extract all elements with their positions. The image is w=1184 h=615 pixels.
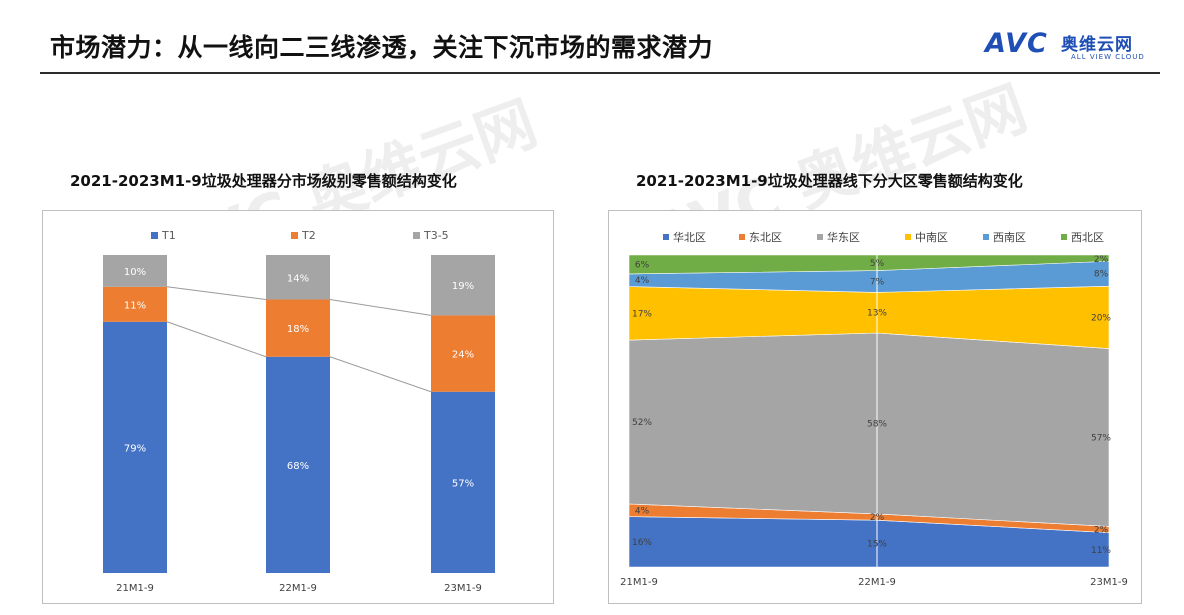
bar-segment-T3-5: [103, 255, 167, 287]
data-label: 20%: [1091, 313, 1111, 323]
legend-label-T3-5: T3-5: [423, 229, 449, 242]
x-tick-label: 23M1-9: [444, 583, 482, 594]
avc-logo: AVC 奥维云网 ALL VIEW CLOUD: [985, 26, 1160, 70]
x-tick-label: 23M1-9: [1090, 577, 1128, 588]
legend-label-西南区: 西南区: [993, 231, 1026, 244]
data-label: 57%: [1091, 434, 1111, 444]
legend-label-T1: T1: [161, 229, 176, 242]
series-connector-line: [329, 356, 432, 393]
legend-swatch-东北区: [739, 234, 745, 240]
legend-swatch-西南区: [983, 234, 989, 240]
left-chart-title: 2021-2023M1-9垃圾处理器分市场级别零售额结构变化: [70, 172, 457, 190]
data-label: 7%: [870, 278, 885, 288]
legend-swatch-西北区: [1061, 234, 1067, 240]
bar-segment-T2: [103, 286, 167, 322]
logo-en-text: ALL VIEW CLOUD: [1071, 53, 1145, 61]
data-label: 2%: [1094, 526, 1109, 536]
data-label: 16%: [632, 538, 652, 548]
page-title: 市场潜力：从一线向二三线渗透，关注下沉市场的需求潜力: [50, 33, 714, 62]
bar-segment-T2: [266, 299, 330, 357]
data-label: 68%: [287, 461, 309, 472]
data-label: 79%: [124, 443, 146, 454]
title-divider: [40, 72, 1160, 74]
data-label: 58%: [867, 419, 887, 429]
bar-segment-T3-5: [266, 255, 330, 300]
legend-swatch-T1: [151, 232, 158, 239]
data-label: 4%: [635, 276, 650, 286]
bar-segment-T1: [103, 321, 167, 573]
series-connector-line: [166, 321, 267, 358]
data-label: 52%: [632, 418, 652, 428]
data-label: 15%: [867, 540, 887, 550]
legend-swatch-华东区: [817, 234, 823, 240]
data-label: 5%: [870, 259, 885, 269]
legend-label-华东区: 华东区: [827, 230, 860, 244]
left-chart-frame: T1 T2 T3-5 79% 11% 10% 21M1-9 68% 18% 14% 22M1-9 57…: [42, 210, 554, 604]
data-label: 18%: [287, 324, 309, 335]
x-tick-label: 21M1-9: [620, 577, 658, 588]
legend-label-华北区: 华北区: [673, 230, 706, 244]
logo-main-text: AVC: [985, 28, 1048, 59]
right-stacked-area-chart: 华北区 东北区 华东区 中南区 西南区 西北区 16% 4% 52% 17% 4% 6% 21M1-9 1…: [620, 230, 1128, 588]
legend-label-T2: T2: [301, 229, 316, 242]
series-connector-line: [166, 286, 267, 301]
data-label: 8%: [1094, 270, 1109, 280]
data-label: 11%: [124, 300, 146, 311]
legend-label-东北区: 东北区: [749, 231, 782, 244]
data-label: 13%: [867, 309, 887, 319]
bar-segment-T1: [266, 356, 330, 573]
legend-swatch-T3-5: [413, 232, 420, 239]
data-label: 10%: [124, 267, 146, 278]
legend-swatch-华北区: [663, 234, 669, 240]
left-stacked-bar-chart: T1 T2 T3-5 79% 11% 10% 21M1-9 68% 18% 14% 22M1-9 57…: [103, 229, 495, 594]
x-tick-label: 22M1-9: [279, 583, 317, 594]
data-label: 14%: [287, 273, 309, 284]
right-chart-title: 2021-2023M1-9垃圾处理器线下分大区零售额结构变化: [636, 172, 1023, 190]
x-tick-label: 21M1-9: [116, 583, 154, 594]
series-connector-line: [329, 299, 432, 316]
data-label: 19%: [452, 281, 474, 292]
bar-segment-T2: [431, 315, 495, 392]
data-label: 17%: [632, 309, 652, 319]
legend-swatch-T2: [291, 232, 298, 239]
area-series-华东区: [628, 332, 1110, 527]
data-label: 57%: [452, 478, 474, 489]
legend-label-西北区: 西北区: [1071, 231, 1104, 244]
data-label: 11%: [1091, 546, 1111, 556]
bar-segment-T1: [431, 391, 495, 573]
data-label: 6%: [635, 260, 650, 270]
data-label: 4%: [635, 506, 650, 516]
data-label: 2%: [870, 513, 885, 523]
legend-swatch-中南区: [905, 234, 911, 240]
logo-cn-text: 奥维云网: [1061, 35, 1133, 55]
bar-segment-T3-5: [431, 255, 495, 316]
data-label: 2%: [1094, 255, 1109, 265]
data-label: 24%: [452, 350, 474, 361]
x-tick-label: 22M1-9: [858, 577, 896, 588]
right-chart-frame: 华北区 东北区 华东区 中南区 西南区 西北区 16% 4% 52% 17% 4% 6% 21M1-9 1…: [608, 210, 1142, 604]
legend-label-中南区: 中南区: [915, 231, 948, 244]
